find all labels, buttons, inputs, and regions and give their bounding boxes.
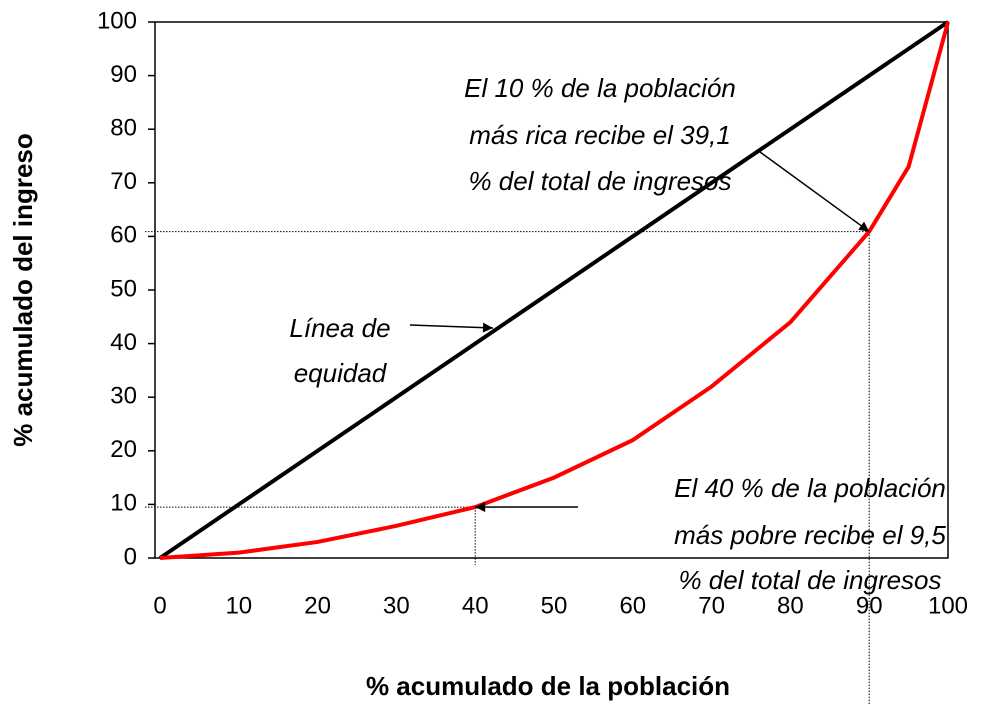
y-tick-label: 70 [110,168,137,195]
y-tick-label: 20 [110,436,137,463]
x-tick-label: 10 [225,592,252,619]
x-tick-label: 40 [462,592,489,619]
x-tick-label: 20 [304,592,331,619]
x-tick-label: 90 [856,592,883,619]
y-tick-label: 100 [97,7,137,34]
x-axis-label: % acumulado de la población [366,671,730,701]
annotation-arrow [760,152,869,232]
annotation-text: más rica recibe el 39,1 [469,120,731,150]
y-tick-label: 90 [110,61,137,88]
x-tick-label: 50 [541,592,568,619]
y-tick-label: 30 [110,383,137,410]
y-axis-label: % acumulado del ingreso [8,133,38,447]
x-tick-label: 60 [619,592,646,619]
annotation-text: El 10 % de la población [464,73,736,103]
x-tick-label: 70 [698,592,725,619]
x-tick-label: 100 [928,592,968,619]
y-tick-label: 0 [124,543,137,570]
annotation-text: equidad [294,358,388,388]
y-tick-label: 60 [110,222,137,249]
annotation-text: % del total de ingresos [678,565,941,595]
y-tick-label: 80 [110,115,137,142]
x-tick-label: 30 [383,592,410,619]
y-tick-label: 40 [110,329,137,356]
x-tick-label: 0 [153,592,166,619]
y-tick-label: 50 [110,275,137,302]
annotation-text: % del total de ingresos [468,166,731,196]
x-tick-label: 80 [777,592,804,619]
annotation-text: El 40 % de la población [674,473,946,503]
annotation-arrow [410,325,493,328]
annotation-text: Línea de [289,313,390,343]
y-tick-label: 10 [110,490,137,517]
annotation-text: más pobre recibe el 9,5 [674,520,946,550]
